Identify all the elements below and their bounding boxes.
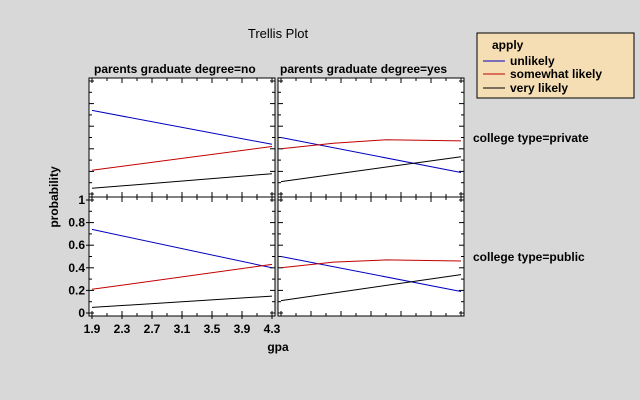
x-tick-label: 3.1 [174,322,191,336]
series-line-unlikely [280,137,462,173]
series-line-unlikely [91,228,273,269]
y-tick-label: 0.2 [68,283,85,297]
panel-private-no [88,77,276,198]
series-line-very-likely [91,295,273,308]
legend-label-unlikely: unlikely [510,54,555,68]
series-line-unlikely [91,109,273,145]
row-header-private: college type=private [473,131,589,145]
y-axis-label: probability [47,166,61,228]
panel-public-yes-frame [277,196,465,317]
y-tick-label: 0.6 [68,238,85,252]
legend: apply unlikely somewhat likely very like… [476,32,635,99]
series-line-somewhat-likely [280,139,462,150]
series-line-somewhat-likely [91,146,273,171]
y-tick-label: 1 [78,193,85,207]
legend-box [476,32,635,99]
y-tick-label: 0 [78,306,85,320]
series-line-very-likely [280,274,462,302]
series-line-very-likely [91,173,273,189]
legend-label-somewhat-likely: somewhat likely [510,67,602,81]
chart-title: Trellis Plot [248,26,309,41]
series-line-very-likely [280,156,462,183]
x-tick-label: 1.9 [84,322,101,336]
series-line-unlikely [280,256,462,292]
panel-public-yes [277,196,465,317]
series-line-somewhat-likely [280,259,462,269]
x-tick-label: 2.7 [144,322,161,336]
x-tick-label: 2.3 [114,322,131,336]
panel-private-no-frame [88,77,276,198]
column-header-no: parents graduate degree=no [94,62,256,76]
row-header-public: college type=public [473,250,585,264]
x-tick-label: 3.9 [234,322,251,336]
column-header-yes: parents graduate degree=yes [280,62,447,76]
legend-title: apply [492,38,524,52]
y-tick-label: 0.4 [68,261,85,275]
panel-public-no-frame [88,196,276,317]
series-line-somewhat-likely [91,263,273,290]
y-tick-label: 0.8 [68,216,85,230]
x-tick-label: 3.5 [204,322,221,336]
axes: 0 0.2 0.4 0.6 0.8 1 1.9 2.3 2.7 3.1 3.5 3.9 4.3 [68,193,280,336]
x-axis-label: gpa [267,340,289,354]
panel-private-yes [277,77,465,198]
legend-label-very-likely: very likely [510,81,568,95]
panel-public-no [88,196,276,317]
x-tick-label: 4.3 [264,322,281,336]
panels [88,77,465,317]
panel-private-yes-frame [277,77,465,198]
